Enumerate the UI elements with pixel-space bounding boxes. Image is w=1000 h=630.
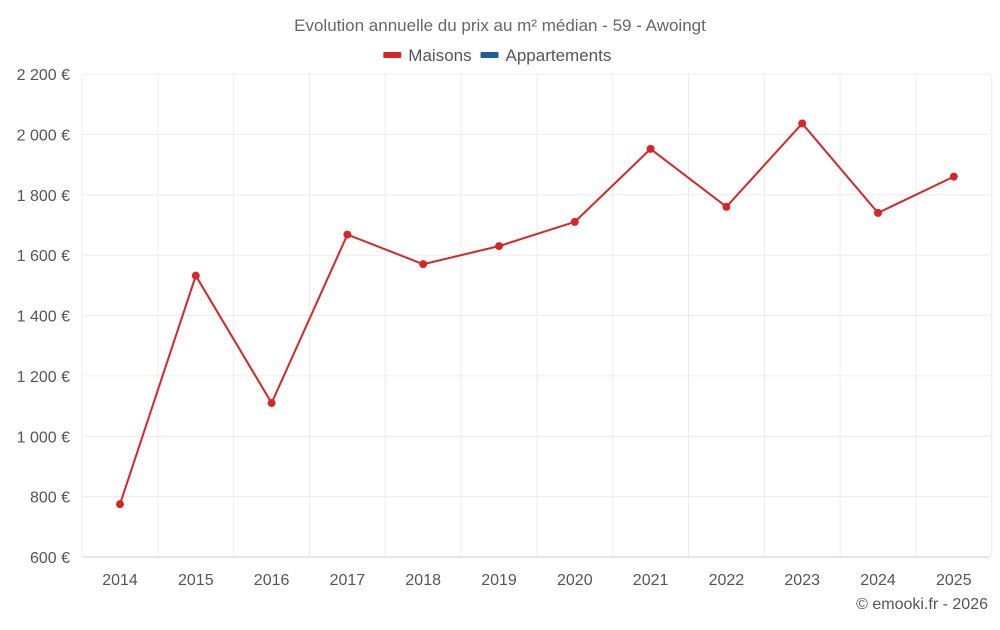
x-tick-label: 2023 [784,572,820,589]
data-point [116,500,124,509]
data-point [191,271,200,280]
y-tick-label: 1 200 € [17,369,70,386]
series-line-maisons [119,121,955,505]
data-point [798,119,807,128]
x-tick-label: 2014 [102,572,138,589]
y-tick-label: 1 600 € [17,248,70,265]
x-tick-label: 2018 [405,572,441,589]
series-layer [116,119,958,509]
x-tick-label: 2016 [254,572,290,589]
data-point [646,144,655,153]
legend: Maisons Appartements [383,46,611,65]
x-tick-label: 2017 [330,572,366,589]
y-gridlines [83,73,990,498]
data-point [570,217,579,226]
x-tick-label: 2024 [860,572,896,589]
credit-text: © emooki.fr - 2026 [856,596,988,613]
data-point [874,208,882,217]
data-point [267,399,276,408]
y-tick-label: 1 000 € [17,429,70,446]
data-point [722,202,731,211]
legend-label-maisons: Maisons [408,46,471,65]
y-tick-label: 1 400 € [17,309,70,326]
x-tick-label: 2019 [481,572,517,589]
y-tick-label: 2 200 € [17,67,70,84]
y-axis-ticks: 600 € 800 € 1 000 € 1 200 € 1 400 € 1 600 € 1 … [17,67,70,567]
chart-title: Evolution annuelle du prix au m² médian … [294,16,706,35]
y-tick-label: 600 € [30,550,70,567]
x-tick-label: 2021 [633,572,669,589]
y-tick-label: 800 € [30,490,70,507]
x-tick-label: 2025 [936,572,972,589]
y-tick-label: 2 000 € [17,127,70,144]
x-axis-ticks: 2014 2015 2016 2017 2018 2019 2020 2021 2022 2023… [102,572,971,589]
x-tick-label: 2015 [178,572,214,589]
legend-label-appartements: Appartements [506,46,612,65]
data-point [343,230,352,239]
x-tick-label: 2022 [709,572,745,589]
legend-swatch-maisons [383,52,402,58]
legend-swatch-appartements [480,52,499,58]
data-point [495,242,503,251]
data-point [949,172,958,181]
y-tick-label: 1 800 € [17,188,70,205]
x-tick-label: 2020 [557,572,593,589]
data-point [419,260,428,269]
